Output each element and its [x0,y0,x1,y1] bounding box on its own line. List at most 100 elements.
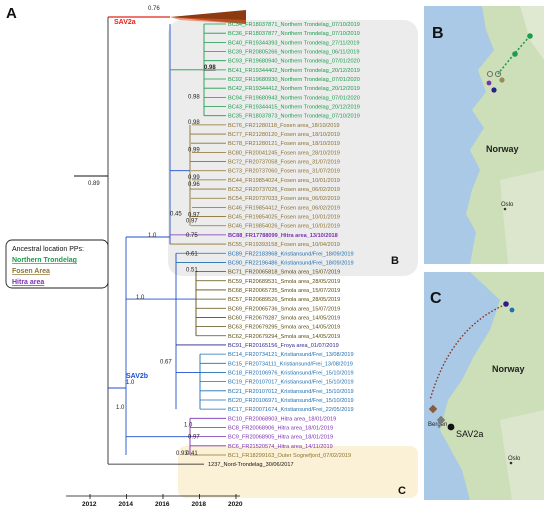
axis-tick-label: 2020 [228,501,243,506]
node-label: 0.99 [188,175,200,181]
tree-tip-label: BC91_FR20165156_Froya area_01/07/2019 [228,343,339,349]
node-label: 0.89 [88,181,100,187]
tree-tip-label: BC62_FR20679294_Smola area_14/05/2019 [228,334,340,340]
tree-tips: BC34_FR18037871_Northern Trondelag_07/10… [208,22,360,468]
map-b-point [527,33,533,39]
map-c-point [436,415,446,425]
node-label: 0.93 [176,451,188,457]
tree-tip-label: BC59_FR20689531_Smola area_28/05/2019 [228,279,340,285]
tree-tip-label: BC39_FR20805266_Northern Trondelag_06/11… [228,50,359,56]
node-posterior-labels: 0.760.891.00.980.980.980.990.990.960.970… [88,6,216,457]
legend-item-northern: Northern Trondelag [12,257,77,264]
node-label: 0.75 [186,233,198,239]
map-b-point [499,77,505,83]
tree-tip-label: BC8_FR20068906_Hitra area_18/01/2019 [228,425,333,431]
clade-label-sav2a: SAV2a [114,19,136,26]
highlight-region-b [168,20,418,276]
map-b-point [486,80,492,86]
tree-tip-label: BC15_FR20734111_Kristiansund/Frei_13/08/… [228,361,353,367]
legend-title: Ancestral location PPs: [12,246,84,253]
tree-tip-label: BC10_FR20068903_Hitra area_18/01/2019 [228,416,336,422]
tree-tip-label: BC60_FR20679287_Smola area_14/05/2019 [228,315,340,321]
tree-tip-label: BC73_FR20737060_Fosen area_31/07/2019 [228,169,340,175]
tree-tip-label: BC54_FR20737033_Fosen area_06/02/2019 [228,196,340,202]
map-panel-c: C Norway Bergen Oslo SAV2a [424,272,544,500]
tree-tip-label: BC14_FR20734121_Kristiansund/Frei_13/08/… [228,352,354,358]
tree-tip-label: BC94_FR19680943_Northern Trondelag_07/01… [228,95,360,101]
map-c-point [428,404,438,414]
map-c-city-bergen: Bergen [428,422,447,428]
tree-tip-label: BC92_FR19680930_Northern Trondelag_07/01… [228,77,360,83]
tree-tip-label: BC20_FR20106971_Kristiansund/Frei_15/10/… [228,398,354,404]
tree-tip-label: BC89_FR22183968_Kristiansund/Frei_18/09/… [228,251,354,257]
node-label: 0.98 [188,120,200,126]
tree-tip-label: BC46_FR19854026_Fosen area_10/01/2019 [228,224,340,230]
map-c-point [509,307,515,313]
tree-tip-label: BC90_FR22196486_Kristiansund/Frei_18/09/… [228,260,354,266]
tree-tip-label: BC42_FR19344412_Northern Trondelag_20/12… [228,86,360,92]
clade-label-sav2b: SAV2b [126,373,148,380]
map-b-point [486,70,494,78]
node-label: 0.98 [204,65,216,71]
tree-tip-label: BC6_FR21520574_Hitra area_14/11/2019 [228,444,333,450]
node-label: 0.67 [160,359,172,365]
node-label: 0.99 [188,147,200,153]
ancestral-location-legend: Ancestral location PPs: Northern Trondel… [5,239,109,289]
sav2a-clade-shade [170,17,246,24]
tree-tip-label: BC72_FR20737058_Fosen area_31/07/2019 [228,160,340,166]
node-label: 0.97 [186,219,198,225]
tree-tip-label: BC93_FR19680940_Northern Trondelag_07/01… [228,59,360,65]
node-label: 1.0 [184,422,193,428]
tree-tip-label: BC1_FR18299163_Outer Sognefjord_07/02/20… [228,453,351,459]
tree-tip-label: BC44_FR19854024_Fosen area_10/01/2019 [228,178,340,184]
map-b-point [491,87,497,93]
axis-tick-label: 2014 [119,501,134,506]
tree-tip-label: BC57_FR20689526_Smola area_28/05/2019 [228,297,340,303]
tree-tip-label: BC40_FR19344393_Northern Trondelag_27/11… [228,40,359,46]
tree-tip-label: BC21_FR20107012_Kristiansund/Frei_15/10/… [228,389,354,395]
tree-tip-label: BC68_FR20065735_Smola area_15/07/2019 [228,288,340,294]
axis-tick-label: 2016 [155,501,170,506]
tree-tip-label: BC78_FR21280121_Fosen area_18/10/2019 [228,141,340,147]
node-label: 1.0 [136,295,145,301]
tree-tip-label: BC77_FR21280120_Fosen area_18/10/2019 [228,132,340,138]
node-label: 0.61 [186,251,198,257]
node-label: 0.98 [188,94,200,100]
legend-item-fosen: Fosen Area [12,268,50,275]
axis-tick-label: 2012 [82,501,97,506]
node-label: 0.51 [186,268,198,274]
highlight-label-c: C [398,485,406,497]
tree-tip-label: BC9_FR20068905_Hitra area_18/01/2019 [228,435,333,441]
tree-tip-label: BC52_FR20737026_Fosen area_06/02/2019 [228,187,340,193]
tree-tip-label: 1237_Nord-Trondelag_30/06/2017 [208,462,294,468]
map-b-city-oslo: Oslo [501,202,514,208]
highlight-region-c [178,446,418,498]
map-b-point [512,51,518,57]
map-b-point [494,70,502,78]
tree-tip-label: BC55_FR19393158_Fosen area_10/04/2019 [228,242,340,248]
tree-tip-label: BC18_FR20106976_Kristiansund/Frei_15/10/… [228,370,354,376]
tree-tip-label: BC35_FR18037873_Northern Trondelag_07/10… [228,114,360,120]
map-c-clade-label: SAV2a [456,429,483,439]
map-c-point [447,423,455,431]
node-label: 1.0 [148,233,157,239]
tree-tip-label: BC43_FR19344415_Northern Trondelag_20/12… [228,105,360,111]
panel-label-a: A [6,5,17,22]
node-label: 0.41 [186,451,198,457]
tree-tip-label: BC76_FR21280118_Fosen area_18/10/2019 [228,123,340,129]
map-c-point [503,301,509,307]
tree-branches [74,16,226,465]
node-label: 1.0 [126,380,135,386]
map-panel-b: B Norway Oslo [424,6,544,264]
tree-tip-label: BC34_FR18037871_Northern Trondelag_07/10… [228,22,360,28]
node-label: 0.96 [188,182,200,188]
tree-tip-label: BC63_FR20679295_Smola area_14/05/2019 [228,325,340,331]
map-c-country-label: Norway [492,364,525,374]
tree-tip-label: BC69_FR20065736_Smola area_15/07/2019 [228,306,340,312]
tree-tip-label: BC17_FR20071674_Kristiansund/Frei_22/05/… [228,407,354,413]
tree-tip-label: BC45_FR19854025_Fosen area_10/01/2019 [228,215,340,221]
node-label: 1.0 [116,405,125,411]
node-label: 0.97 [188,435,200,441]
panel-label-b: B [432,25,444,42]
tree-tip-label: BC80_FR20041245_Fosen area_28/10/2019 [228,150,340,156]
